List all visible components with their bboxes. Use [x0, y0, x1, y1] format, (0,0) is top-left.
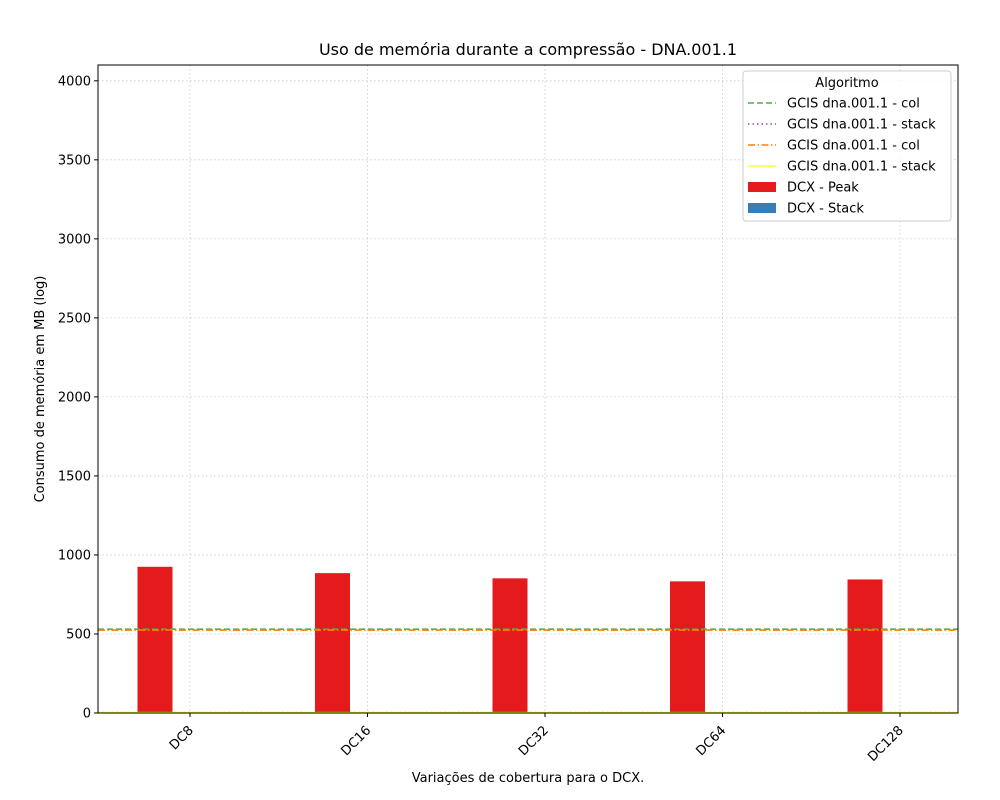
legend-entry-label: GCIS dna.001.1 - stack: [787, 160, 936, 175]
x-axis-ticks: DC8 DC16 DC32 DC64 DC128: [167, 713, 907, 765]
legend-entry-label: GCIS dna.001.1 - col: [787, 97, 920, 112]
legend-box: [742, 70, 952, 222]
legend-swatch: [748, 203, 776, 213]
legend-entries: GCIS dna.001.1 - col GCIS dna.001.1 - sta…: [748, 97, 936, 217]
y-tick-label: 1500: [58, 469, 91, 484]
legend-entry-label: GCIS dna.001.1 - stack: [787, 118, 936, 133]
bar-dcx-peak-dc8: [137, 566, 173, 713]
legend-swatch: [748, 182, 776, 192]
y-tick-label: 0: [83, 707, 91, 722]
x-tick-label: DC8: [167, 723, 197, 753]
bar-dcx-peak-dc128: [847, 579, 883, 713]
y-tick-label: 3000: [58, 232, 91, 247]
y-tick-label: 2500: [58, 311, 91, 326]
legend-entry-label: DCX - Peak: [787, 181, 859, 196]
legend-entry-label: DCX - Stack: [787, 202, 864, 217]
plot-frame: [97, 64, 959, 714]
x-tick-label: DC32: [516, 723, 552, 759]
bar-dcx-peak-dc64: [670, 581, 705, 713]
legend-title: Algoritmo: [815, 76, 878, 91]
bar-dcx-peak-dc16: [315, 573, 350, 713]
y-axis-label: Consumo de memória em MB (log): [33, 276, 48, 503]
y-tick-label: 3500: [58, 153, 91, 168]
chart-title: Uso de memória durante a compressão - DN…: [319, 40, 737, 59]
y-tick-label: 1000: [58, 548, 91, 563]
y-axis-ticks: 0 500 1000 1500 2000 2500 3000 3500 4000: [58, 74, 98, 722]
x-tick-label: DC16: [339, 723, 375, 759]
legend-entry-label: GCIS dna.001.1 - col: [787, 139, 920, 154]
x-tick-label: DC64: [694, 723, 730, 759]
bar-layer: [137, 566, 883, 713]
y-tick-label: 2000: [58, 390, 91, 405]
y-tick-label: 4000: [58, 74, 91, 89]
x-tick-label: DC128: [865, 723, 907, 765]
reference-line-layer: [98, 628, 958, 714]
bar-dcx-peak-dc32: [492, 578, 528, 713]
y-tick-label: 500: [66, 627, 91, 642]
x-axis-label: Variações de cobertura para o DCX.: [412, 771, 645, 786]
